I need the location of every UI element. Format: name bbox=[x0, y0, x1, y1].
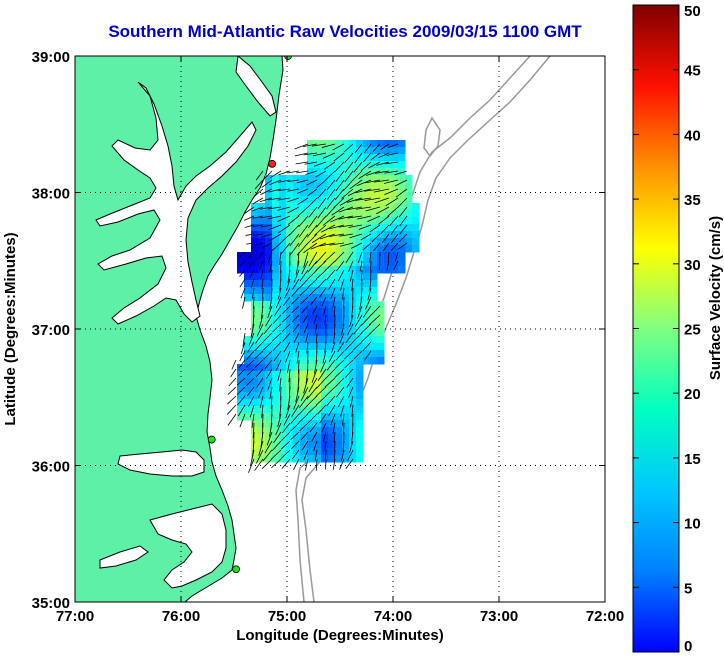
colorbar-tick-label: 25 bbox=[684, 322, 701, 339]
y-tick-label: 37:00 bbox=[32, 322, 70, 339]
colorbar-tick-label: 5 bbox=[684, 580, 692, 597]
y-tick-label: 39:00 bbox=[32, 49, 70, 66]
colorbar-tick-label: 20 bbox=[684, 386, 701, 403]
x-tick-label: 75:00 bbox=[268, 608, 306, 625]
chesapeake-bay bbox=[95, 81, 257, 325]
radar-station-marker bbox=[268, 159, 277, 168]
colorbar-tick-label: 10 bbox=[684, 516, 701, 533]
colorbar-tick-label: 15 bbox=[684, 451, 701, 468]
y-tick-label: 36:00 bbox=[32, 459, 70, 476]
x-tick-label: 76:00 bbox=[162, 608, 200, 625]
x-axis-ticks: 77:00 76:00 75:00 74:00 73:00 72:00 bbox=[56, 56, 624, 625]
map-title: Southern Mid-Atlantic Raw Velocities 200… bbox=[108, 22, 582, 41]
x-tick-label: 72:00 bbox=[586, 608, 624, 625]
colorbar bbox=[632, 4, 680, 653]
radar-stations bbox=[207, 56, 292, 574]
x-tick-label: 73:00 bbox=[480, 608, 518, 625]
x-axis-label: Longitude (Degrees:Minutes) bbox=[236, 627, 444, 644]
colorbar-tick-label: 45 bbox=[684, 63, 701, 80]
colorbar-ticks: 0 5 10 15 20 25 30 35 40 45 50 bbox=[633, 3, 701, 655]
delaware-bay bbox=[235, 56, 277, 117]
pamlico-sound bbox=[149, 503, 227, 589]
y-axis-label: Latitude (Degrees:Minutes) bbox=[2, 232, 19, 425]
river-inlet bbox=[99, 545, 149, 569]
radar-station-marker bbox=[284, 56, 292, 60]
colorbar-tick-label: 50 bbox=[684, 3, 701, 20]
x-tick-label: 74:00 bbox=[374, 608, 412, 625]
colorbar-tick-label: 35 bbox=[684, 192, 701, 209]
albemarle-sound bbox=[117, 449, 205, 477]
colorbar-tick-label: 30 bbox=[684, 257, 701, 274]
colorbar-tick-label: 0 bbox=[684, 638, 692, 655]
x-tick-label: 77:00 bbox=[56, 608, 94, 625]
y-axis-ticks: 39:00 38:00 37:00 36:00 35:00 bbox=[32, 49, 605, 612]
radar-station-marker bbox=[207, 435, 216, 444]
colorbar-label: Surface Velocity (cm/s) bbox=[707, 216, 724, 380]
colorbar-tick-label: 40 bbox=[684, 127, 701, 144]
velocity-field bbox=[237, 140, 420, 463]
velocity-vectors bbox=[226, 143, 408, 473]
y-tick-label: 38:00 bbox=[32, 186, 70, 203]
y-tick-label: 35:00 bbox=[32, 595, 70, 612]
radar-station-marker bbox=[232, 565, 241, 574]
